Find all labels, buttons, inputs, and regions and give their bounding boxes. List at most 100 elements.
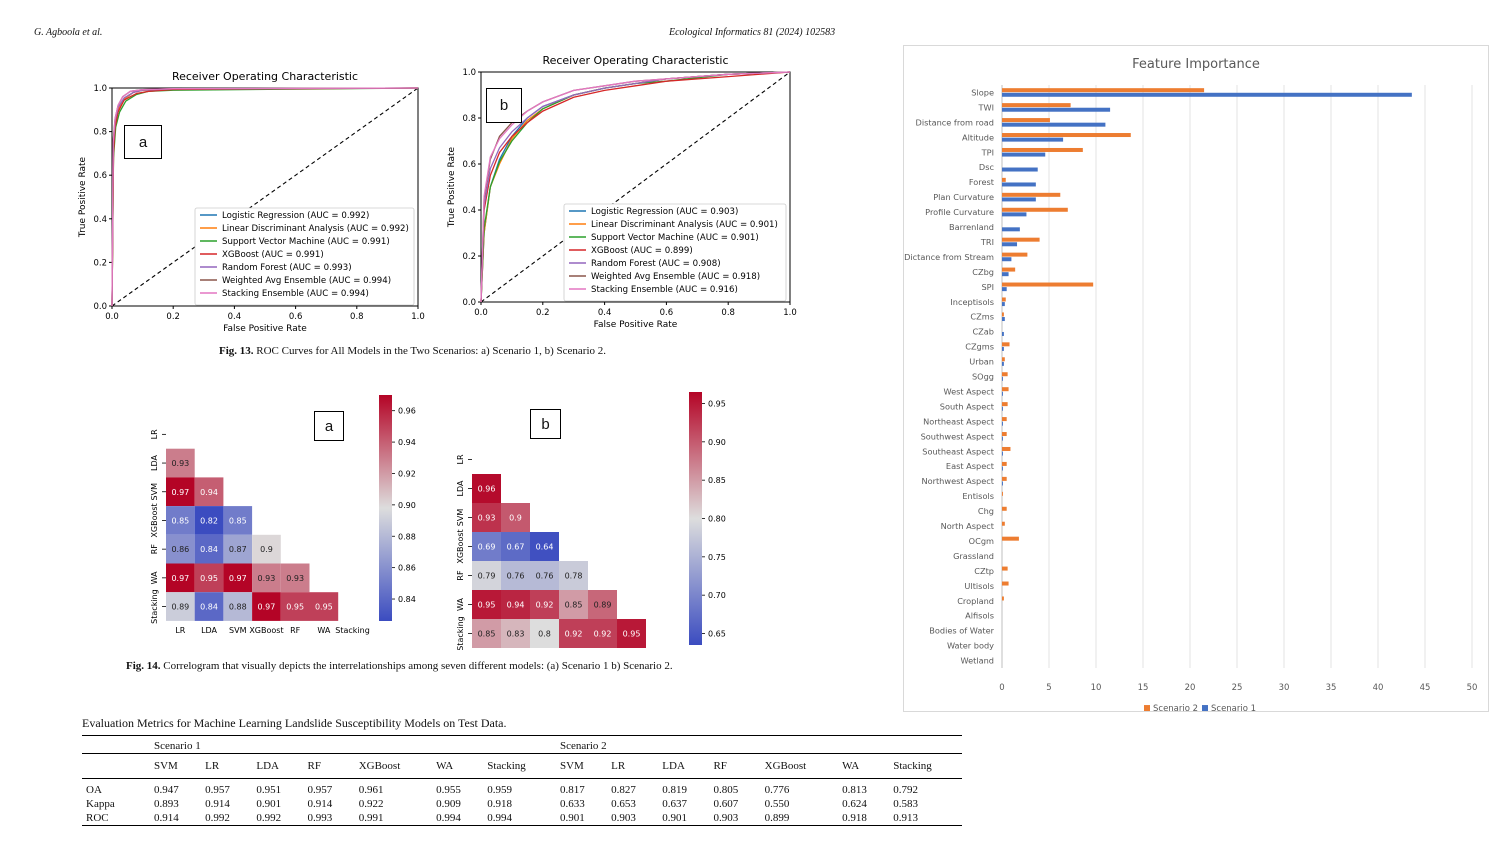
- fi-bar-scenario1: [1002, 436, 1003, 441]
- cell-value: 0.88: [229, 603, 247, 612]
- fi-bar-scenario1: [1002, 197, 1036, 202]
- fi-category-label: Cropland: [957, 596, 994, 606]
- fi-bar-scenario1: [1002, 361, 1004, 366]
- fi-bar-scenario1: [1002, 331, 1004, 336]
- y-tick-label: 0.6: [462, 160, 476, 170]
- fi-x-tick-label: 15: [1138, 683, 1149, 693]
- x-tick-label: 0.4: [598, 308, 612, 318]
- row-label: LDA: [456, 480, 465, 496]
- table-cell: 0.817: [559, 784, 585, 796]
- fi-bar-scenario2: [1002, 387, 1009, 392]
- cell-value: 0.92: [565, 630, 583, 639]
- table-cell: 0.637: [662, 798, 688, 810]
- fi-x-tick-label: 5: [1046, 683, 1051, 693]
- colorbar-tick-label: 0.96: [398, 407, 416, 416]
- table-cell: 0.959: [487, 784, 513, 796]
- fig13-caption-label: Fig. 13.: [219, 345, 254, 357]
- row-label: RF: [456, 570, 465, 581]
- heatmap-cell: [194, 534, 224, 564]
- heatmap-cell: [166, 534, 195, 564]
- fi-category-label: CZgms: [965, 342, 994, 352]
- fi-bar-scenario2: [1002, 446, 1011, 451]
- y-tick-label: 0.4: [93, 215, 107, 225]
- roc-curve-series: [111, 87, 419, 307]
- y-axis-label: True Positive Rate: [447, 146, 457, 228]
- column-header: XGBoost: [354, 753, 433, 779]
- table-cell: 0.957: [307, 784, 333, 796]
- fi-bar-scenario1: [1002, 92, 1412, 97]
- roc-legend-box: [563, 203, 787, 302]
- running-header-authors: G. Agboola et al.: [34, 27, 103, 38]
- table-cell: 0.607: [713, 798, 739, 810]
- row-label: SVM: [150, 483, 159, 501]
- cell-value: 0.76: [507, 572, 525, 581]
- col-label: LDA: [201, 626, 217, 635]
- fi-bar-scenario2: [1002, 297, 1006, 302]
- column-header: LDA: [658, 753, 710, 779]
- table-cell: 0.653: [611, 798, 636, 810]
- fi-bar-scenario1: [1002, 137, 1064, 142]
- table-cell: 0.922: [358, 798, 384, 810]
- table-title: Evaluation Metrics for Machine Learning …: [82, 716, 507, 730]
- cell-value: 0.8: [538, 630, 551, 639]
- cell-value: 0.93: [478, 514, 496, 523]
- legend-entry: Logistic Regression (AUC = 0.903): [591, 207, 738, 217]
- table-cell: 0.914: [205, 798, 230, 810]
- table-cell: 0.994: [436, 812, 461, 824]
- cell-value: 0.95: [623, 630, 641, 639]
- panel-label-b: b: [486, 88, 522, 123]
- heatmap-cell: [588, 590, 617, 619]
- col-label: RF: [290, 626, 301, 635]
- cell-value: 0.96: [478, 485, 496, 494]
- column-header: SVM: [555, 753, 608, 779]
- legend-entry: Support Vector Machine (AUC = 0.901): [591, 233, 759, 243]
- fi-category-label: TRI: [980, 237, 994, 247]
- fi-bar-scenario2: [1002, 88, 1205, 93]
- table-cell: 0.914: [307, 798, 333, 810]
- table-cell: 0.947: [154, 784, 179, 796]
- fi-category-label: CZms: [970, 312, 994, 322]
- fi-category-label: TWI: [977, 102, 994, 112]
- fi-category-label: CZab: [972, 327, 994, 337]
- fi-x-tick-label: 20: [1185, 683, 1196, 693]
- fi-bar-scenario2: [1002, 372, 1008, 377]
- row-metric-name: OA: [86, 784, 102, 796]
- column-header: RF: [303, 753, 355, 779]
- colorbar: [689, 392, 702, 645]
- fi-category-label: Bodies of Water: [929, 626, 994, 636]
- fi-bar-scenario2: [1002, 103, 1071, 108]
- cell-value: 0.64: [536, 543, 554, 552]
- cell-value: 0.93: [286, 574, 304, 583]
- cell-value: 0.87: [229, 545, 247, 554]
- heatmap-cell: [501, 619, 530, 648]
- colorbar-tick-label: 0.80: [708, 515, 726, 524]
- colorbar-tick-label: 0.70: [708, 591, 726, 600]
- column-header: XGBoost: [760, 753, 839, 779]
- fi-bar-scenario1: [1002, 481, 1003, 486]
- cell-value: 0.69: [478, 543, 496, 552]
- heatmap-cell: [194, 477, 224, 507]
- x-tick-label: 0.4: [228, 312, 242, 322]
- fig14-caption-label: Fig. 14.: [126, 660, 161, 672]
- cell-value: 0.97: [171, 488, 189, 497]
- heatmap-cell: [166, 448, 195, 478]
- table-row: OA 0.947 0.957 0.951 0.957 0.961 0.955 0.959 0.8…: [82, 779, 962, 798]
- fi-category-label: TPI: [981, 147, 994, 157]
- table-cell: 0.918: [842, 812, 867, 824]
- legend-entry: XGBoost (AUC = 0.899): [591, 246, 693, 256]
- heatmap-cell: [166, 506, 195, 535]
- heatmap-cell: [223, 563, 253, 593]
- fi-bar-scenario2: [1002, 267, 1016, 272]
- legend-entry: Stacking Ensemble (AUC = 0.994): [222, 289, 369, 299]
- row-label: LR: [456, 454, 465, 464]
- x-tick-label: 1.0: [783, 308, 797, 318]
- heatmap-cell: [194, 592, 224, 621]
- legend-entry: Support Vector Machine (AUC = 0.991): [222, 237, 390, 247]
- legend-entry: XGBoost (AUC = 0.991): [222, 250, 324, 260]
- col-label: SVM: [229, 626, 247, 635]
- fi-bar-scenario1: [1002, 346, 1004, 351]
- heatmap-cell: [280, 563, 310, 593]
- table-cell: 0.992: [205, 812, 230, 824]
- col-label: WA: [317, 626, 330, 635]
- fi-x-tick-label: 25: [1232, 683, 1243, 693]
